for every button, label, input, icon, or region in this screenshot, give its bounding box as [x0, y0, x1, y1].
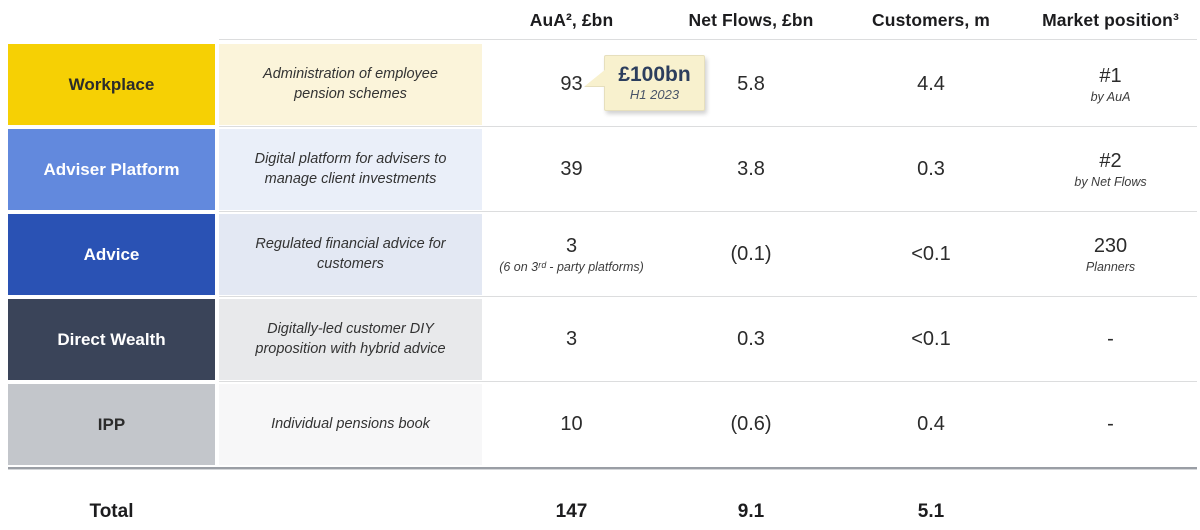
- net-flows-cell: 3.8: [661, 129, 841, 210]
- table-header: AuA², £bn Net Flows, £bn Customers, m Ma…: [8, 0, 1200, 40]
- row-separator: [219, 126, 1197, 127]
- net-flows-value: 0.3: [737, 328, 765, 350]
- customers-cell: 4.4: [841, 44, 1021, 125]
- segment-label: Direct Wealth: [8, 299, 215, 380]
- customers-cell: <0.1: [841, 214, 1021, 295]
- net-flows-cell: (0.1): [661, 214, 841, 295]
- segment-description: Regulated financial advice for customers: [219, 214, 482, 295]
- net-flows-cell: (0.6): [661, 384, 841, 465]
- market-position-note: by Net Flows: [1074, 174, 1147, 189]
- customers-cell: <0.1: [841, 299, 1021, 380]
- aua-value: 3: [565, 328, 578, 350]
- aua-value: 10: [560, 413, 583, 435]
- segment-row: IPP Individual pensions book 10 (0.6) 0.…: [8, 384, 1200, 465]
- total-row: Total 147 9.1 5.1: [8, 494, 1200, 530]
- market-position-value: 230: [1093, 234, 1128, 257]
- net-flows-value: 3.8: [737, 158, 765, 180]
- segment-row: Advice Regulated financial advice for cu…: [8, 214, 1200, 295]
- total-net-flows: 9.1: [737, 501, 765, 522]
- segment-label: Adviser Platform: [8, 129, 215, 210]
- column-header-customers: Customers, m: [872, 9, 990, 30]
- aua-value: 3: [565, 234, 578, 257]
- market-position-value: #1: [1099, 64, 1122, 87]
- market-position-value: -: [1107, 413, 1114, 435]
- market-position-value: #2: [1099, 149, 1122, 172]
- aua-cell: 10: [482, 384, 661, 465]
- aua-value: 39: [560, 158, 583, 180]
- segment-description: Digitally-led customer DIY proposition w…: [219, 299, 482, 380]
- total-label: Total: [89, 501, 134, 522]
- aua-callout-bubble: £100bn H1 2023: [585, 55, 705, 111]
- net-flows-value: (0.1): [730, 243, 772, 265]
- segment-row: Workplace Administration of employee pen…: [8, 44, 1200, 125]
- market-position-note: Planners: [1085, 259, 1136, 274]
- row-separator: [219, 381, 1197, 382]
- segment-label: IPP: [8, 384, 215, 465]
- total-separator: [8, 467, 1197, 470]
- callout-period: H1 2023: [629, 86, 680, 102]
- customers-cell: 0.3: [841, 129, 1021, 210]
- net-flows-cell: 0.3: [661, 299, 841, 380]
- segment-description: Digital platform for advisers to manage …: [219, 129, 482, 210]
- market-position-value: -: [1107, 328, 1114, 350]
- customers-value: 4.4: [917, 73, 945, 95]
- segment-label: Workplace: [8, 44, 215, 125]
- header-separator: [219, 39, 1197, 40]
- row-separator: [219, 211, 1197, 212]
- customers-value: 0.4: [917, 413, 945, 435]
- column-header-aua: AuA², £bn: [529, 9, 614, 30]
- segment-row: Adviser Platform Digital platform for ad…: [8, 129, 1200, 210]
- aua-note: (6 on 3ʳᵈ - party platforms): [499, 259, 644, 274]
- total-aua: 147: [555, 501, 588, 522]
- net-flows-value: 5.8: [737, 73, 765, 95]
- market-position-cell: #1 by AuA: [1021, 44, 1200, 125]
- customers-value: 0.3: [917, 158, 945, 180]
- segment-description: Individual pensions book: [219, 384, 482, 465]
- callout-tail-icon: [585, 69, 606, 86]
- aua-cell: 39: [482, 129, 661, 210]
- market-position-cell: 230 Planners: [1021, 214, 1200, 295]
- row-separator: [219, 296, 1197, 297]
- total-customers: 5.1: [917, 501, 945, 522]
- column-header-market-position: Market position³: [1042, 9, 1179, 30]
- market-position-cell: -: [1021, 299, 1200, 380]
- market-position-note: by AuA: [1090, 89, 1131, 104]
- column-header-net-flows: Net Flows, £bn: [688, 9, 814, 30]
- segment-description: Administration of employee pension schem…: [219, 44, 482, 125]
- customers-value: <0.1: [911, 243, 951, 265]
- aua-cell: 93: [482, 44, 661, 125]
- aua-value: 93: [560, 73, 583, 95]
- aua-cell: 3 (6 on 3ʳᵈ - party platforms): [482, 214, 661, 295]
- aua-cell: 3: [482, 299, 661, 380]
- market-position-cell: #2 by Net Flows: [1021, 129, 1200, 210]
- segment-label: Advice: [8, 214, 215, 295]
- customers-value: <0.1: [911, 328, 951, 350]
- market-position-cell: -: [1021, 384, 1200, 465]
- net-flows-cell: 5.8: [661, 44, 841, 125]
- segment-row: Direct Wealth Digitally-led customer DIY…: [8, 299, 1200, 380]
- customers-cell: 0.4: [841, 384, 1021, 465]
- net-flows-value: (0.6): [730, 413, 772, 435]
- callout-value: £100bn: [618, 63, 691, 87]
